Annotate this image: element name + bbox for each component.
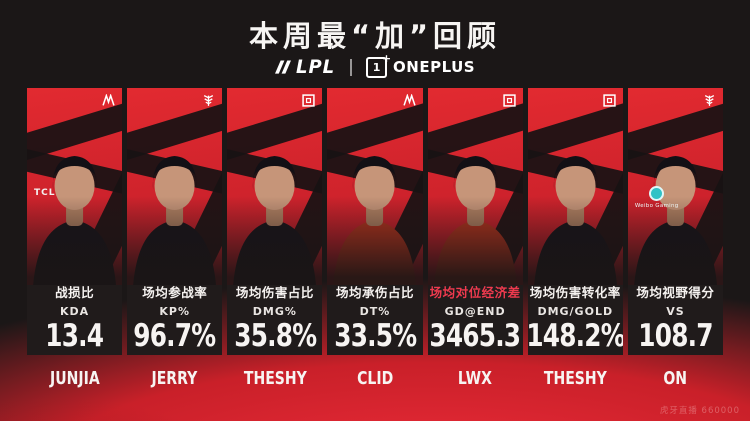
sponsor-logo-row: LPL 1 + ONEPLUS (0, 52, 750, 79)
stat-value: 96.7% (133, 317, 217, 354)
player-name: THESHY (543, 368, 607, 389)
photo-fade (227, 88, 323, 285)
player-name: JERRY (151, 368, 198, 389)
stat-label-cn: 场均承伤占比 (335, 285, 414, 300)
stat-label-cn: 场均伤害转化率 (529, 285, 621, 300)
player-name: THESHY (243, 368, 307, 389)
player-card-box: 场均承伤占比 DT% 33.5% (327, 88, 423, 355)
photo-fade (27, 88, 123, 285)
player-card: 场均对位经济差 GD@END 3465.3 LWX (427, 88, 523, 389)
photo-fade (127, 88, 223, 285)
stat-panel: 场均视野得分 VS 108.7 (628, 285, 723, 355)
player-card-box: 场均对位经济差 GD@END 3465.3 (427, 88, 523, 355)
stat-panel: 场均伤害占比 DMG% 35.8% (227, 285, 322, 355)
photo-fade (527, 88, 623, 285)
stat-value: 33.5% (333, 317, 417, 354)
stat-label-en: KP% (159, 304, 191, 318)
stat-value: 35.8% (233, 317, 317, 354)
stat-label-en: DMG/GOLD (537, 304, 614, 318)
stat-label-en: DT% (359, 304, 391, 318)
stat-value: 13.4 (45, 317, 105, 354)
stat-label-cn: 场均对位经济差 (429, 285, 521, 300)
player-card-box: Weibo Gaming 场均视野得分 VS 108.7 (627, 88, 723, 355)
player-photo (227, 88, 323, 285)
team-logo-totem-icon (704, 95, 715, 106)
watermark: 虎牙直播 660000 (659, 406, 740, 416)
player-name: JUNJIA (49, 368, 100, 389)
player-card-box: 场均伤害占比 DMG% 35.8% (227, 88, 323, 355)
stat-label-en: DMG% (252, 304, 297, 318)
player-photo (427, 88, 523, 285)
player-card-box: 场均伤害转化率 DMG/GOLD 148.2% (527, 88, 623, 355)
stat-label-cn: 场均伤害占比 (235, 285, 314, 300)
stat-value: 108.7 (638, 317, 713, 354)
stat-panel: 战损比 KDA 13.4 (27, 285, 122, 355)
photo-fade (327, 88, 423, 285)
stat-label-en: GD@END (444, 304, 506, 318)
player-card: 场均伤害占比 DMG% 35.8% THESHY (227, 88, 323, 389)
team-logo-square-icon (503, 94, 516, 107)
jersey-sponsor-text: TCL (34, 188, 56, 198)
team-badge-label: Weibo Gaming (634, 203, 679, 209)
player-card-box: TCL 战损比 KDA 13.4 (27, 88, 123, 355)
photo-fade (627, 88, 723, 285)
team-logo-square-icon (302, 94, 316, 107)
stat-label-en: VS (666, 304, 685, 318)
player-photo: Weibo Gaming (627, 88, 723, 285)
player-card-box: 场均参战率 KP% 96.7% (127, 88, 223, 355)
stat-label-cn: 场均参战率 (142, 285, 208, 300)
player-name: ON (663, 368, 688, 389)
lpl-logo-text: LPL (295, 56, 336, 78)
player-photo (127, 88, 223, 285)
player-photo (327, 88, 423, 285)
lpl-logo: LPL (274, 56, 336, 78)
stat-label-en: KDA (59, 304, 90, 318)
oneplus-mark-icon: 1 + (366, 52, 391, 78)
stat-value: 148.2% (527, 317, 623, 354)
lpl-chevron-icon (274, 59, 291, 74)
logo-divider (350, 58, 353, 76)
stat-value: 3465.3 (429, 317, 522, 354)
oneplus-one: 1 (372, 60, 381, 74)
player-photo (527, 88, 623, 285)
stat-label-cn: 战损比 (55, 285, 95, 300)
cards-row: TCL 战损比 KDA 13.4 JUNJIA (27, 88, 723, 389)
player-card: TCL 战损比 KDA 13.4 JUNJIA (27, 88, 123, 389)
team-logo-totem-icon (204, 95, 214, 106)
player-name: CLID (356, 368, 394, 389)
page-title: 本周最“加”回顾 (248, 19, 502, 53)
player-card: Weibo Gaming 场均视野得分 VS 108.7 ON (627, 88, 723, 389)
team-badge-icon (649, 186, 665, 201)
oneplus-logo-text: ONEPLUS (393, 58, 476, 76)
stat-panel: 场均对位经济差 GD@END 3465.3 (428, 285, 523, 355)
player-card: 场均承伤占比 DT% 33.5% CLID (327, 88, 423, 389)
player-card: 场均参战率 KP% 96.7% JERRY (127, 88, 223, 389)
photo-fade (427, 88, 523, 285)
team-badge: Weibo Gaming (635, 186, 679, 209)
player-card: 场均伤害转化率 DMG/GOLD 148.2% THESHY (527, 88, 623, 389)
player-photo: TCL (27, 88, 123, 285)
team-logo-wings-icon (402, 94, 416, 106)
stat-panel: 场均伤害转化率 DMG/GOLD 148.2% (528, 285, 623, 355)
player-name: LWX (458, 368, 493, 389)
team-logo-square-icon (603, 94, 616, 107)
stat-panel: 场均参战率 KP% 96.7% (127, 285, 222, 355)
oneplus-plus: + (381, 51, 392, 65)
oneplus-logo: 1 + ONEPLUS (366, 52, 476, 78)
stat-panel: 场均承伤占比 DT% 33.5% (327, 285, 422, 355)
stat-label-cn: 场均视野得分 (636, 285, 715, 300)
team-logo-wings-icon (102, 94, 115, 106)
